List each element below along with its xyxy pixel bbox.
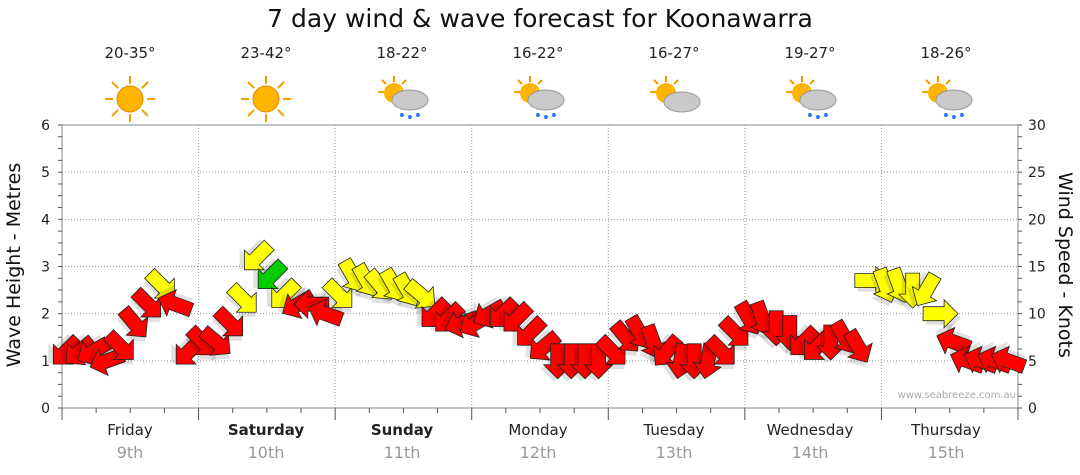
- y-tick-label: 4: [41, 212, 50, 228]
- sunny-icon: [241, 76, 291, 122]
- wind-arrow: [156, 284, 195, 318]
- date-label-sunday: 11th: [383, 443, 421, 462]
- y-tick-label: 1: [41, 354, 50, 370]
- wind-arrow: [212, 305, 244, 341]
- wind-arrow: [525, 329, 563, 361]
- credit-text: www.seabreeze.com.au: [897, 390, 1016, 401]
- sun-rain-icon: [922, 76, 973, 119]
- y-tick-label: 6: [41, 118, 50, 134]
- date-label-saturday: 10th: [247, 443, 285, 462]
- chart-grid: [58, 124, 1022, 420]
- wind-arrow: [907, 271, 942, 307]
- y2-tick-label: 25: [1028, 165, 1046, 181]
- y2-tick-label: 0: [1028, 401, 1037, 417]
- wind-arrow: [841, 327, 873, 367]
- wind-arrow: [403, 277, 436, 314]
- wind-arrow: [102, 329, 134, 365]
- sun-cloud-icon: [650, 76, 701, 113]
- wind-arrow: [225, 281, 257, 318]
- wind-arrow: [130, 286, 162, 322]
- y-tick-label: 3: [41, 260, 50, 276]
- y-tick-label: 0: [41, 401, 50, 417]
- date-label-wednesday: 14th: [791, 443, 829, 462]
- temp-friday: 20-35°: [104, 44, 156, 62]
- y2-tick-label: 30: [1028, 118, 1046, 134]
- right-axis-ticks: 0 5 10 15 20 25 30: [1028, 118, 1046, 417]
- temp-monday: 16-22°: [512, 44, 564, 62]
- temp-thursday: 18-26°: [920, 44, 972, 62]
- day-label-friday: Friday: [107, 421, 153, 439]
- chart-title: 7 day wind & wave forecast for Koonawarr…: [267, 4, 813, 33]
- wind-arrow: [553, 343, 587, 382]
- wind-arrow: [989, 341, 1028, 374]
- date-label-thursday: 15th: [927, 443, 965, 462]
- date-label-tuesday: 13th: [655, 443, 693, 462]
- y2-tick-label: 10: [1028, 307, 1046, 323]
- wind-arrow: [116, 305, 149, 342]
- date-label-friday: 9th: [116, 443, 144, 462]
- wind-arrow: [253, 258, 289, 290]
- day-label-sunday: Sunday: [370, 421, 434, 439]
- day-label-thursday: Thursday: [911, 421, 981, 439]
- day-label-saturday: Saturday: [227, 421, 305, 439]
- sun-rain-icon: [786, 76, 837, 119]
- y2-tick-label: 5: [1028, 354, 1037, 370]
- wind-arrows: [48, 239, 1028, 382]
- sun-rain-icon: [514, 76, 565, 119]
- temp-wednesday: 19-27°: [784, 44, 836, 62]
- wind-arrow: [935, 322, 973, 355]
- temp-tuesday: 16-27°: [648, 44, 700, 62]
- sunny-icon: [105, 76, 155, 122]
- wind-arrow: [703, 333, 735, 370]
- y2-tick-label: 15: [1028, 260, 1046, 276]
- wind-arrow: [321, 277, 353, 313]
- y-tick-label: 2: [41, 307, 50, 323]
- date-label-monday: 12th: [519, 443, 557, 462]
- y-tick-label: 5: [41, 165, 50, 181]
- left-axis-ticks: 0 1 2 3 4 5 6: [41, 118, 50, 417]
- day-label-monday: Monday: [508, 421, 568, 439]
- temp-saturday: 23-42°: [240, 44, 292, 62]
- y2-tick-label: 20: [1028, 212, 1046, 228]
- wind-arrow: [198, 325, 231, 361]
- wind-arrow: [922, 298, 962, 332]
- day-label-tuesday: Tuesday: [643, 421, 705, 439]
- wind-arrow: [580, 343, 614, 382]
- day-label-wednesday: Wednesday: [766, 421, 854, 439]
- wind-arrow: [239, 239, 275, 271]
- wind-arrow: [307, 294, 345, 327]
- sun-rain-icon: [378, 76, 429, 119]
- wind-arrow: [648, 333, 684, 366]
- temp-sunday: 18-22°: [376, 44, 428, 62]
